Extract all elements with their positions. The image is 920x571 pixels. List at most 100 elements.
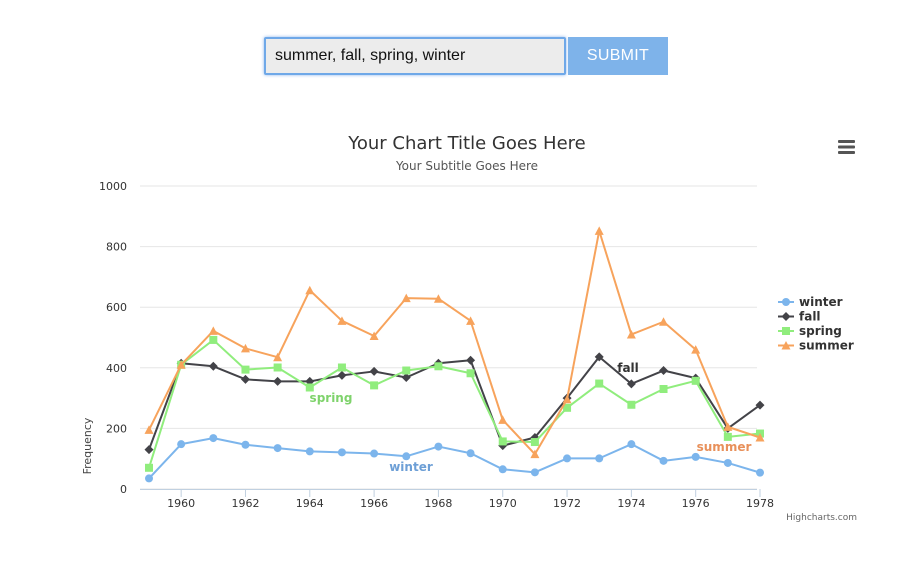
series-line-spring xyxy=(148,338,761,469)
point-summer-1974 xyxy=(626,329,636,339)
point-summer-1960 xyxy=(176,360,186,369)
inline-label-fall: fall xyxy=(617,361,639,375)
legend-item-winter[interactable]: winter xyxy=(778,295,843,309)
submit-button[interactable]: SUBMIT xyxy=(568,37,668,75)
point-fall-1965 xyxy=(337,370,347,380)
x-tick-label-1968: 1968 xyxy=(424,497,452,510)
legend-label-fall: fall xyxy=(799,310,821,324)
point-fall-1973 xyxy=(594,352,604,362)
point-summer-1977 xyxy=(723,422,733,431)
point-spring-1974 xyxy=(627,400,636,409)
point-summer-1961 xyxy=(208,326,218,335)
x-tick-label-1974: 1974 xyxy=(617,497,645,510)
series-query-input[interactable] xyxy=(264,37,566,75)
point-summer-1959 xyxy=(144,425,154,434)
inline-label-summer: summer xyxy=(697,440,752,454)
y-axis: 0 200 400 600 800 1000 xyxy=(99,180,127,496)
point-fall-1963 xyxy=(273,376,283,386)
series-inline-labels: winter fall spring summer xyxy=(310,361,752,474)
legend-marker-spring xyxy=(782,327,790,335)
inline-label-winter: winter xyxy=(389,460,433,474)
point-spring-1966 xyxy=(370,381,379,390)
point-spring-1973 xyxy=(595,379,604,388)
point-summer-1976 xyxy=(691,345,701,354)
y-tick-label-200: 200 xyxy=(106,422,127,435)
point-spring-1972 xyxy=(563,403,572,412)
x-tick-label-1976: 1976 xyxy=(682,497,710,510)
point-winter-1976 xyxy=(691,452,700,461)
legend-marker-fall xyxy=(781,312,791,321)
legend-label-winter: winter xyxy=(799,295,843,309)
legend-item-spring[interactable]: spring xyxy=(778,324,842,338)
point-winter-1970 xyxy=(498,465,507,474)
point-fall-1966 xyxy=(369,366,379,376)
point-winter-1977 xyxy=(723,458,732,467)
x-tick-label-1966: 1966 xyxy=(360,497,388,510)
legend-item-summer[interactable]: summer xyxy=(778,339,854,353)
inline-label-spring: spring xyxy=(310,391,353,405)
point-winter-1965 xyxy=(337,448,346,457)
point-summer-1975 xyxy=(659,317,669,326)
point-winter-1973 xyxy=(595,454,604,463)
series-line-summer xyxy=(148,229,761,456)
point-winter-1968 xyxy=(434,442,443,451)
y-tick-label-1000: 1000 xyxy=(99,180,127,193)
point-winter-1966 xyxy=(370,449,379,458)
point-fall-1969 xyxy=(466,355,476,365)
series-winter xyxy=(145,434,764,483)
point-spring-1967 xyxy=(402,366,411,375)
hamburger-menu-icon[interactable] xyxy=(830,132,862,162)
query-form: SUBMIT xyxy=(264,37,668,75)
point-winter-1969 xyxy=(466,449,475,458)
legend-marker-winter xyxy=(782,298,790,306)
point-winter-1971 xyxy=(530,468,539,477)
line-chart: Your Chart Title Goes Here Your Subtitle… xyxy=(81,132,862,523)
point-summer-1971 xyxy=(530,449,540,459)
point-summer-1968 xyxy=(433,294,443,303)
point-spring-1975 xyxy=(659,385,668,394)
point-fall-1974 xyxy=(626,379,636,389)
point-winter-1975 xyxy=(659,456,668,465)
x-tick-label-1960: 1960 xyxy=(167,497,195,510)
point-fall-1962 xyxy=(240,374,250,384)
point-winter-1959 xyxy=(145,474,153,483)
point-summer-1964 xyxy=(305,285,315,295)
legend-label-spring: spring xyxy=(799,324,842,338)
x-tick-label-1978: 1978 xyxy=(746,497,774,510)
series-spring xyxy=(145,335,764,472)
point-spring-1961 xyxy=(209,335,218,344)
legend-label-summer: summer xyxy=(799,339,854,353)
point-summer-1966 xyxy=(369,331,379,340)
point-summer-1965 xyxy=(337,316,347,325)
grid-lines xyxy=(140,185,757,490)
point-winter-1972 xyxy=(563,454,572,463)
credits-link[interactable]: Highcharts.com xyxy=(786,513,857,523)
y-tick-label-0: 0 xyxy=(120,483,127,496)
point-spring-1977 xyxy=(723,432,732,441)
point-summer-1973 xyxy=(594,226,604,235)
point-winter-1967 xyxy=(402,452,411,461)
y-axis-title: Frequency xyxy=(81,417,94,474)
point-spring-1959 xyxy=(145,463,153,472)
point-spring-1964 xyxy=(305,383,314,392)
legend-item-fall[interactable]: fall xyxy=(778,310,821,324)
point-spring-1965 xyxy=(337,363,346,372)
point-spring-1970 xyxy=(498,437,507,446)
chart-title: Your Chart Title Goes Here xyxy=(347,133,585,154)
series-layer xyxy=(144,226,765,483)
y-tick-label-400: 400 xyxy=(106,362,127,375)
legend-marker-summer xyxy=(781,341,791,350)
point-winter-1964 xyxy=(305,447,314,456)
point-spring-1976 xyxy=(691,376,700,385)
point-spring-1968 xyxy=(434,362,443,371)
chart-container: Your Chart Title Goes Here Your Subtitle… xyxy=(0,110,920,566)
x-tick-label-1964: 1964 xyxy=(296,497,324,510)
x-tick-label-1972: 1972 xyxy=(553,497,581,510)
point-winter-1961 xyxy=(209,434,218,443)
series-summer xyxy=(144,226,765,459)
point-spring-1963 xyxy=(273,363,282,372)
point-summer-1962 xyxy=(240,343,250,353)
series-line-fall xyxy=(148,355,761,450)
point-winter-1960 xyxy=(177,440,186,449)
